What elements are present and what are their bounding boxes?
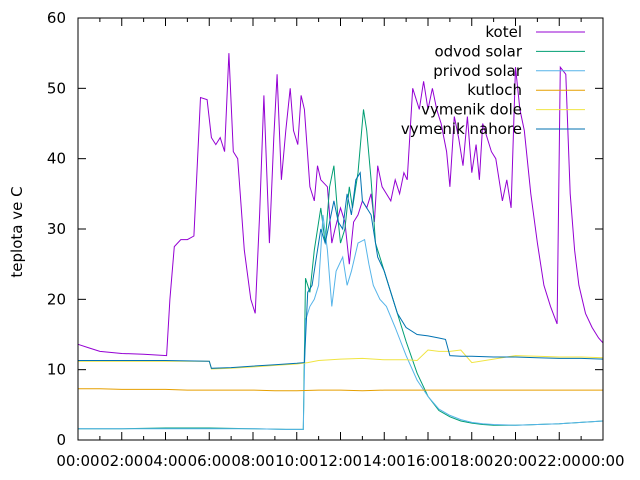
- x-tick-label-7: 14:00: [363, 452, 406, 470]
- series-line-2: [78, 214, 604, 430]
- series-line-4: [78, 349, 604, 370]
- legend-label-5: vymenik nahore: [401, 120, 522, 138]
- y-tick-label-0: 0: [56, 431, 66, 449]
- series-line-1: [78, 109, 604, 430]
- plot-border: [77, 17, 604, 441]
- x-tick-label-5: 10:00: [275, 452, 318, 470]
- x-tick-label-1: 02:00: [100, 452, 143, 470]
- y-tick-label-2: 20: [47, 290, 66, 308]
- x-tick-label-9: 18:00: [450, 452, 493, 470]
- y-axis-title: teplota ve C: [8, 186, 26, 277]
- y-tick-label-6: 60: [47, 9, 66, 27]
- legend-label-1: odvod solar: [434, 42, 522, 60]
- y-tick-label-1: 10: [47, 361, 66, 379]
- x-tick-label-3: 06:00: [188, 452, 231, 470]
- x-tick-label-11: 22:00: [538, 452, 581, 470]
- x-tick-label-10: 20:00: [494, 452, 537, 470]
- x-tick-label-12: 00:00: [581, 452, 624, 470]
- y-tick-label-3: 30: [47, 220, 66, 238]
- series-line-5: [78, 171, 604, 369]
- y-tick-label-4: 40: [47, 150, 66, 168]
- x-tick-label-2: 04:00: [144, 452, 187, 470]
- legend-label-0: kotel: [485, 23, 522, 41]
- series-line-3: [78, 388, 603, 392]
- series-layer: [77, 53, 604, 430]
- legend-label-2: privod solar: [433, 62, 523, 80]
- legend-label-4: vymenik dole: [421, 101, 522, 119]
- x-tick-label-6: 12:00: [319, 452, 362, 470]
- series-line-0: [77, 53, 604, 357]
- x-tick-label-0: 00:00: [56, 452, 99, 470]
- x-tick-label-8: 16:00: [406, 452, 449, 470]
- x-tick-label-4: 08:00: [231, 452, 274, 470]
- y-tick-label-5: 50: [47, 79, 66, 97]
- legend-label-3: kutloch: [467, 81, 522, 99]
